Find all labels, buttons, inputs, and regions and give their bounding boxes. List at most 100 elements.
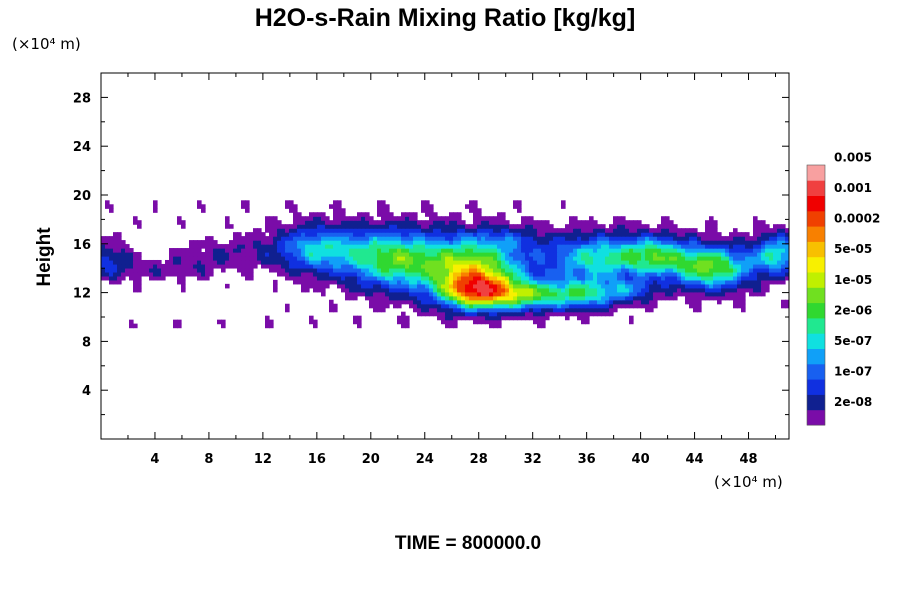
contour-cell xyxy=(333,216,338,221)
contour-cell xyxy=(429,259,434,265)
contour-cell xyxy=(421,295,426,301)
contour-cell xyxy=(741,263,746,269)
contour-cell xyxy=(517,240,522,245)
contour-cell xyxy=(429,283,434,289)
contour-cell xyxy=(641,236,646,241)
contour-cell xyxy=(537,256,542,261)
contour-cell xyxy=(181,275,186,281)
contour-cell xyxy=(557,311,562,317)
contour-cell xyxy=(493,267,498,273)
contour-cell xyxy=(377,287,382,293)
contour-cell xyxy=(753,232,758,237)
contour-cell xyxy=(525,315,530,321)
contour-cell xyxy=(425,236,430,241)
contour-cell xyxy=(469,263,474,269)
contour-cell xyxy=(761,291,766,297)
contour-cell xyxy=(373,244,378,249)
contour-cell xyxy=(733,263,738,269)
contour-cell xyxy=(537,228,542,233)
contour-cell xyxy=(685,295,690,301)
contour-cell xyxy=(205,259,210,265)
contour-cell xyxy=(249,232,254,237)
contour-cell xyxy=(453,224,458,229)
contour-cell xyxy=(333,275,338,281)
contour-cell xyxy=(633,236,638,241)
contour-cell xyxy=(717,263,722,269)
contour-cell xyxy=(541,279,546,285)
contour-cell xyxy=(461,236,466,241)
contour-cell xyxy=(689,259,694,265)
contour-cell xyxy=(693,248,698,253)
contour-cell xyxy=(717,244,722,249)
contour-cell xyxy=(617,299,622,305)
contour-cell xyxy=(205,244,210,249)
contour-cell xyxy=(741,240,746,245)
contour-cell xyxy=(253,252,258,257)
contour-cell xyxy=(673,248,678,253)
contour-cell xyxy=(629,244,634,249)
contour-cell xyxy=(657,287,662,293)
contour-cell xyxy=(505,252,510,257)
contour-cell xyxy=(701,236,706,241)
contour-cell xyxy=(453,283,458,289)
contour-cell xyxy=(605,263,610,269)
contour-cell xyxy=(109,263,114,269)
contour-cell xyxy=(173,323,178,329)
contour-cell xyxy=(533,248,538,253)
contour-cell xyxy=(705,295,710,301)
contour-cell xyxy=(521,315,526,321)
contour-cell xyxy=(477,220,482,225)
contour-cell xyxy=(753,240,758,245)
contour-cell xyxy=(393,295,398,301)
contour-cell xyxy=(445,271,450,277)
contour-cell xyxy=(449,228,454,233)
contour-cell xyxy=(437,224,442,229)
contour-cell xyxy=(569,240,574,245)
contour-cell xyxy=(637,232,642,237)
contour-cell xyxy=(217,259,222,265)
contour-cell xyxy=(585,224,590,229)
contour-cell xyxy=(449,295,454,301)
colorbar-swatch xyxy=(807,394,825,411)
contour-cell xyxy=(305,283,310,289)
contour-cell xyxy=(241,240,246,245)
contour-cell xyxy=(665,228,670,233)
contour-cell xyxy=(301,287,306,293)
contour-cell xyxy=(693,263,698,269)
contour-cell xyxy=(705,275,710,281)
contour-cell xyxy=(437,248,442,253)
contour-cell xyxy=(701,271,706,277)
contour-cell xyxy=(465,256,470,261)
contour-cell xyxy=(265,224,270,229)
contour-cell xyxy=(425,212,430,217)
contour-cell xyxy=(725,283,730,289)
contour-cell xyxy=(697,287,702,293)
contour-cell xyxy=(629,259,634,265)
contour-cell xyxy=(505,256,510,261)
contour-cell xyxy=(413,240,418,245)
contour-cell xyxy=(745,244,750,249)
contour-cell xyxy=(457,303,462,309)
contour-cell xyxy=(249,275,254,281)
contour-cell xyxy=(369,232,374,237)
contour-cell xyxy=(621,287,626,293)
contour-cell xyxy=(261,232,266,237)
contour-cell xyxy=(581,224,586,229)
contour-cell xyxy=(605,295,610,301)
contour-cell xyxy=(333,303,338,309)
contour-cell xyxy=(753,263,758,269)
contour-cell xyxy=(437,252,442,257)
contour-cell xyxy=(353,236,358,241)
contour-cell xyxy=(321,291,326,297)
contour-cell xyxy=(301,220,306,225)
contour-cell xyxy=(577,311,582,317)
contour-cell xyxy=(517,200,522,205)
contour-cell xyxy=(437,232,442,237)
contour-cell xyxy=(693,244,698,249)
contour-cell xyxy=(621,259,626,265)
contour-cell xyxy=(381,263,386,269)
contour-cell xyxy=(445,279,450,285)
contour-cell xyxy=(413,224,418,229)
contour-cell xyxy=(289,248,294,253)
contour-cell xyxy=(449,256,454,261)
